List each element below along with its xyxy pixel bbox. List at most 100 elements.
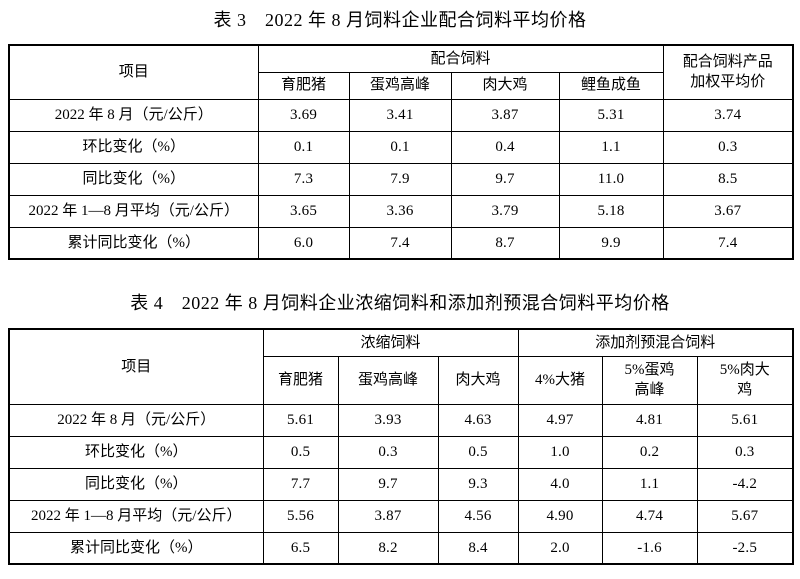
value-cell: 0.5: [262, 435, 339, 469]
row-label: 同比变化（%）: [8, 162, 259, 196]
value-cell: 4.81: [601, 403, 698, 437]
value-cell: 4.0: [517, 467, 603, 501]
table4-header-group-additive-premix: 添加剂预混合饲料: [517, 328, 794, 357]
table-row: 同比变化（%） 7.3 7.9 9.7 11.0 8.5: [8, 162, 794, 196]
table4-column-header-5pct-laying-hen-peak: 5%蛋鸡 高峰: [601, 355, 698, 405]
row-label: 累计同比变化（%）: [8, 531, 264, 565]
value-cell: 5.67: [696, 499, 794, 533]
value-cell: 7.7: [262, 467, 339, 501]
value-cell: 4.97: [517, 403, 603, 437]
table4-header-item: 项目: [8, 328, 264, 405]
value-cell: 0.3: [662, 130, 794, 164]
table-row: 2022 年 8 月（元/公斤） 5.61 3.93 4.63 4.97 4.8…: [8, 403, 794, 437]
table4-header-group-row: 项目 浓缩饲料 添加剂预混合饲料: [8, 328, 794, 405]
value-cell: 0.3: [696, 435, 794, 469]
value-cell: 3.65: [257, 194, 350, 228]
value-cell: 6.0: [257, 226, 350, 260]
value-cell: 3.93: [337, 403, 439, 437]
value-cell: 9.7: [337, 467, 439, 501]
value-cell: 1.1: [558, 130, 664, 164]
value-cell: 3.87: [337, 499, 439, 533]
table3-header-group-compound-feed: 配合饲料: [257, 44, 664, 73]
value-cell: -1.6: [601, 531, 698, 565]
value-cell: -4.2: [696, 467, 794, 501]
table4-column-header-5pct-broiler: 5%肉大 鸡: [696, 355, 794, 405]
value-cell: 4.74: [601, 499, 698, 533]
table3-header-sub-row: 育肥猪 蛋鸡高峰 肉大鸡 鲤鱼成鱼: [9, 71, 793, 100]
value-cell: 8.5: [662, 162, 794, 196]
row-label: 2022 年 1—8 月平均（元/公斤）: [8, 194, 259, 228]
table-row: 2022 年 1—8 月平均（元/公斤） 3.65 3.36 3.79 5.18…: [8, 194, 794, 228]
value-cell: 7.9: [348, 162, 452, 196]
row-label: 2022 年 8 月（元/公斤）: [8, 98, 259, 132]
row-label: 环比变化（%）: [8, 130, 259, 164]
value-cell: 4.63: [437, 403, 519, 437]
value-cell: 7.4: [662, 226, 794, 260]
value-cell: -2.5: [696, 531, 794, 565]
value-cell: 3.79: [450, 194, 560, 228]
table-row: 环比变化（%） 0.1 0.1 0.4 1.1 0.3: [8, 130, 794, 164]
value-cell: 5.31: [558, 98, 664, 132]
table3-column-header-fattening-pig: 育肥猪: [257, 71, 350, 100]
value-cell: 5.56: [262, 499, 339, 533]
table3-header-group-row: 项目 配合饲料 配合饲料产品 加权平均价: [8, 44, 794, 100]
value-cell: 3.69: [257, 98, 350, 132]
table-row: 同比变化（%） 7.7 9.7 9.3 4.0 1.1 -4.2: [8, 467, 794, 501]
value-cell: 0.1: [348, 130, 452, 164]
table3-column-header-laying-hen-peak: 蛋鸡高峰: [348, 71, 452, 100]
value-cell: 0.5: [437, 435, 519, 469]
row-label: 2022 年 1—8 月平均（元/公斤）: [8, 499, 264, 533]
value-cell: 4.90: [517, 499, 603, 533]
table4-column-header-4pct-big-pig: 4%大猪: [517, 355, 603, 405]
table4-column-header-broiler: 肉大鸡: [437, 355, 519, 405]
value-cell: 9.7: [450, 162, 560, 196]
value-cell: 1.1: [601, 467, 698, 501]
value-cell: 4.56: [437, 499, 519, 533]
table3-column-header-broiler: 肉大鸡: [450, 71, 560, 100]
value-cell: 3.36: [348, 194, 452, 228]
value-cell: 8.4: [437, 531, 519, 565]
value-cell: 0.3: [337, 435, 439, 469]
value-cell: 0.2: [601, 435, 698, 469]
table4-header-sub-row: 育肥猪 蛋鸡高峰 肉大鸡 4%大猪 5%蛋鸡 高峰 5%肉大 鸡: [9, 355, 794, 405]
table4-header-group-concentrated-feed: 浓缩饲料: [262, 328, 519, 357]
value-cell: 8.7: [450, 226, 560, 260]
value-cell: 3.67: [662, 194, 794, 228]
value-cell: 3.41: [348, 98, 452, 132]
table-row: 2022 年 1—8 月平均（元/公斤） 5.56 3.87 4.56 4.90…: [8, 499, 794, 533]
value-cell: 7.4: [348, 226, 452, 260]
row-label: 环比变化（%）: [8, 435, 264, 469]
value-cell: 11.0: [558, 162, 664, 196]
table3-title: 表 3 2022 年 8 月饲料企业配合饲料平均价格: [213, 10, 587, 30]
table4-title: 表 4 2022 年 8 月饲料企业浓缩饲料和添加剂预混合饲料平均价格: [130, 293, 670, 313]
value-cell: 5.61: [696, 403, 794, 437]
value-cell: 6.5: [262, 531, 339, 565]
value-cell: 0.1: [257, 130, 350, 164]
value-cell: 3.74: [662, 98, 794, 132]
table-row: 环比变化（%） 0.5 0.3 0.5 1.0 0.2 0.3: [8, 435, 794, 469]
table4-column-header-fattening-pig: 育肥猪: [262, 355, 339, 405]
table-row: 累计同比变化（%） 6.5 8.2 8.4 2.0 -1.6 -2.5: [8, 531, 794, 565]
row-label: 2022 年 8 月（元/公斤）: [8, 403, 264, 437]
table3: 项目 配合饲料 配合饲料产品 加权平均价 育肥猪 蛋鸡高峰 肉大鸡 鲤鱼成鱼 2…: [8, 44, 795, 260]
table4: 项目 浓缩饲料 添加剂预混合饲料 育肥猪 蛋鸡高峰 肉大鸡 4%大猪 5%蛋鸡 …: [8, 328, 795, 565]
row-label: 同比变化（%）: [8, 467, 264, 501]
value-cell: 3.87: [450, 98, 560, 132]
table3-header-item: 项目: [8, 44, 259, 100]
table3-header-weighted-average: 配合饲料产品 加权平均价: [662, 44, 794, 100]
value-cell: 0.4: [450, 130, 560, 164]
value-cell: 9.3: [437, 467, 519, 501]
value-cell: 8.2: [337, 531, 439, 565]
value-cell: 1.0: [517, 435, 603, 469]
value-cell: 5.18: [558, 194, 664, 228]
table3-column-header-adult-carp: 鲤鱼成鱼: [558, 71, 664, 100]
value-cell: 5.61: [262, 403, 339, 437]
value-cell: 2.0: [517, 531, 603, 565]
value-cell: 7.3: [257, 162, 350, 196]
row-label: 累计同比变化（%）: [8, 226, 259, 260]
table-row: 2022 年 8 月（元/公斤） 3.69 3.41 3.87 5.31 3.7…: [8, 98, 794, 132]
table-row: 累计同比变化（%） 6.0 7.4 8.7 9.9 7.4: [8, 226, 794, 260]
table4-column-header-laying-hen-peak: 蛋鸡高峰: [337, 355, 439, 405]
value-cell: 9.9: [558, 226, 664, 260]
